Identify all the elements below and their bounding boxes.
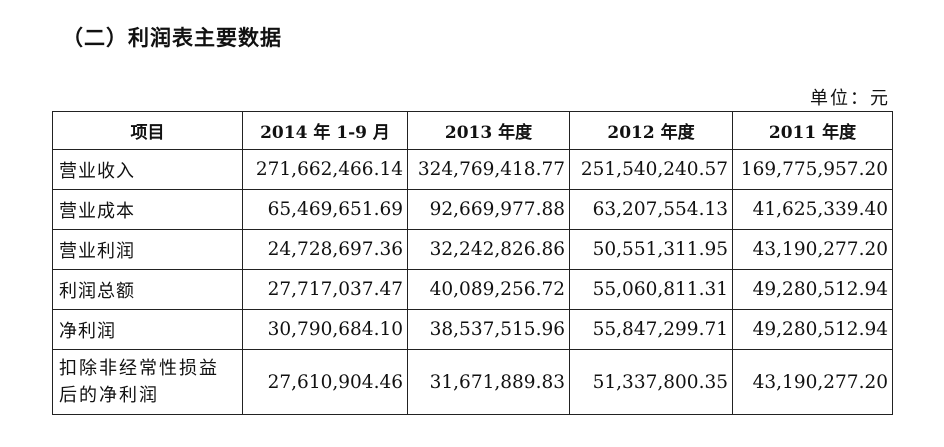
cell-value: 63,207,554.13 — [569, 189, 733, 230]
cell-value: 55,060,811.31 — [569, 269, 733, 310]
header-2014-q1-q3: 2014 年 1-9 月 — [242, 111, 408, 150]
cell-value: 43,190,277.20 — [732, 229, 893, 270]
cell-value: 324,769,418.77 — [407, 149, 570, 190]
table-row: 净利润 30,790,684.10 38,537,515.96 55,847,2… — [52, 309, 893, 350]
cell-value: 30,790,684.10 — [242, 309, 408, 350]
cell-value: 169,775,957.20 — [732, 149, 893, 190]
cell-value: 49,280,512.94 — [732, 269, 893, 310]
cell-value: 92,669,977.88 — [407, 189, 570, 230]
table-row: 营业成本 65,469,651.69 92,669,977.88 63,207,… — [52, 189, 893, 230]
row-label: 净利润 — [52, 309, 243, 350]
header-2012: 2012 年度 — [569, 111, 733, 150]
cell-value: 55,847,299.71 — [569, 309, 733, 350]
cell-value: 43,190,277.20 — [732, 349, 893, 415]
unit-note: 单位：元 — [810, 88, 890, 109]
cell-value: 51,337,800.35 — [569, 349, 733, 415]
cell-value: 24,728,697.36 — [242, 229, 408, 270]
table-row: 营业利润 24,728,697.36 32,242,826.86 50,551,… — [52, 229, 893, 270]
header-item: 项目 — [52, 111, 243, 150]
cell-value: 32,242,826.86 — [407, 229, 570, 270]
cell-value: 251,540,240.57 — [569, 149, 733, 190]
cell-value: 65,469,651.69 — [242, 189, 408, 230]
table-header-row: 项目 2014 年 1-9 月 2013 年度 2012 年度 2011 年度 — [52, 111, 893, 150]
cell-value: 40,089,256.72 — [407, 269, 570, 310]
cell-value: 50,551,311.95 — [569, 229, 733, 270]
table-row: 营业收入 271,662,466.14 324,769,418.77 251,5… — [52, 149, 893, 190]
section-title: （二）利润表主要数据 — [62, 26, 282, 50]
row-label: 营业利润 — [52, 229, 243, 270]
row-label: 营业成本 — [52, 189, 243, 230]
header-2011: 2011 年度 — [732, 111, 893, 150]
cell-value: 38,537,515.96 — [407, 309, 570, 350]
income-statement-table: 项目 2014 年 1-9 月 2013 年度 2012 年度 2011 年度 … — [52, 111, 893, 415]
cell-value: 49,280,512.94 — [732, 309, 893, 350]
header-2013: 2013 年度 — [407, 111, 570, 150]
table-row: 利润总额 27,717,037.47 40,089,256.72 55,060,… — [52, 269, 893, 310]
table-row: 扣除非经常性损益后的净利润 27,610,904.46 31,671,889.8… — [52, 349, 893, 415]
cell-value: 31,671,889.83 — [407, 349, 570, 415]
cell-value: 271,662,466.14 — [242, 149, 408, 190]
cell-value: 27,717,037.47 — [242, 269, 408, 310]
cell-value: 41,625,339.40 — [732, 189, 893, 230]
row-label: 利润总额 — [52, 269, 243, 310]
row-label: 营业收入 — [52, 149, 243, 190]
row-label: 扣除非经常性损益后的净利润 — [52, 349, 243, 415]
cell-value: 27,610,904.46 — [242, 349, 408, 415]
